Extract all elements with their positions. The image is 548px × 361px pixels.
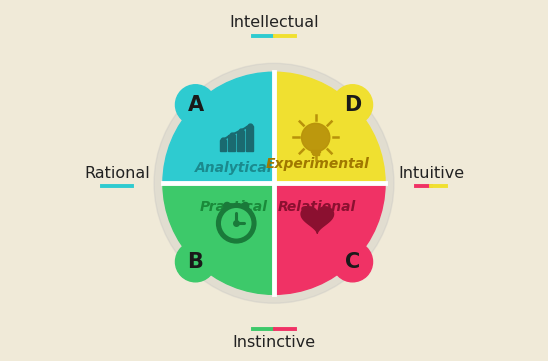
- Circle shape: [333, 242, 373, 282]
- FancyBboxPatch shape: [237, 131, 244, 152]
- Wedge shape: [163, 72, 274, 183]
- Wedge shape: [274, 183, 385, 294]
- Text: A: A: [187, 95, 203, 115]
- FancyBboxPatch shape: [229, 135, 235, 152]
- Text: Practical: Practical: [200, 200, 268, 214]
- Circle shape: [175, 85, 215, 125]
- Circle shape: [175, 242, 215, 282]
- Circle shape: [224, 203, 230, 209]
- FancyBboxPatch shape: [246, 126, 253, 152]
- Circle shape: [216, 204, 256, 243]
- Text: B: B: [187, 252, 203, 272]
- Wedge shape: [274, 72, 385, 183]
- Circle shape: [242, 203, 249, 209]
- Circle shape: [333, 85, 373, 125]
- FancyBboxPatch shape: [311, 150, 320, 152]
- Polygon shape: [301, 207, 334, 233]
- Text: Intellectual: Intellectual: [229, 15, 319, 30]
- Text: Intuitive: Intuitive: [398, 166, 464, 181]
- Text: Experimental: Experimental: [265, 157, 369, 171]
- Wedge shape: [163, 183, 274, 294]
- FancyBboxPatch shape: [313, 153, 318, 155]
- Text: D: D: [344, 95, 361, 115]
- FancyBboxPatch shape: [312, 152, 319, 154]
- Text: Analytical: Analytical: [195, 161, 273, 175]
- Circle shape: [301, 123, 330, 152]
- Text: Relational: Relational: [278, 200, 356, 214]
- Text: C: C: [345, 252, 360, 272]
- Text: Instinctive: Instinctive: [232, 335, 316, 350]
- FancyBboxPatch shape: [220, 140, 226, 152]
- Circle shape: [154, 63, 394, 303]
- Text: Rational: Rational: [84, 166, 150, 181]
- Circle shape: [220, 206, 253, 240]
